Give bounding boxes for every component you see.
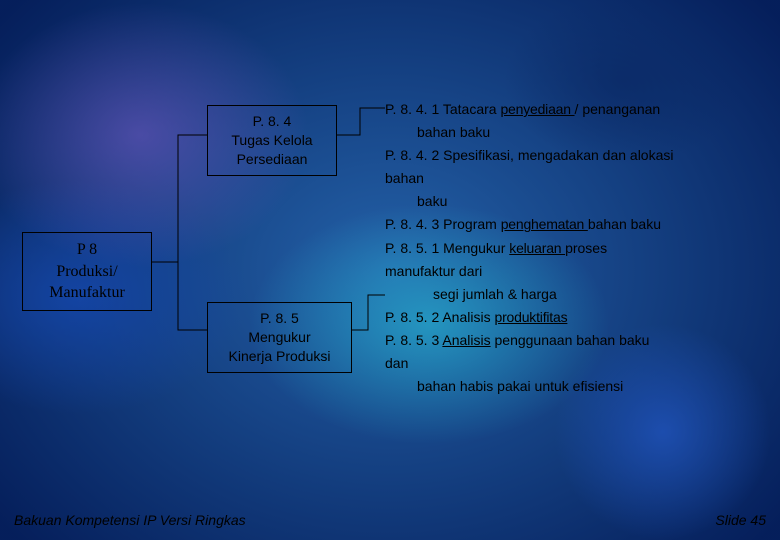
node-p8-line1: P 8	[31, 239, 143, 261]
detail-row: dan	[385, 352, 765, 375]
t: proses	[565, 240, 607, 256]
t-u: produktifitas	[494, 309, 567, 325]
detail-row: P. 8. 5. 3 Analisis penggunaan bahan bak…	[385, 329, 765, 352]
t: P. 8. 4. 1 Tatacara	[385, 101, 500, 117]
node-p84: P. 8. 4 Tugas Kelola Persediaan	[207, 105, 337, 176]
node-p84-line3: Persediaan	[216, 150, 328, 169]
node-p85-line2: Mengukur	[216, 328, 343, 347]
node-p8-line2: Produksi/	[31, 261, 143, 283]
t: P. 8. 4. 3 Program	[385, 216, 501, 232]
detail-row: bahan habis pakai untuk efisiensi	[385, 375, 765, 398]
node-p85-line1: P. 8. 5	[216, 309, 343, 328]
t: bahan baku	[588, 216, 661, 232]
detail-row: segi jumlah & harga	[385, 283, 765, 306]
detail-row: bahan baku	[385, 121, 765, 144]
detail-row: baku	[385, 190, 765, 213]
node-p8-line3: Manufaktur	[31, 282, 143, 304]
footer-left: Bakuan Kompetensi IP Versi Ringkas	[14, 512, 246, 528]
t-u: keluaran	[509, 240, 565, 256]
t-u: penghematan	[501, 216, 588, 232]
node-p85-line3: Kinerja Produksi	[216, 347, 343, 366]
t: penggunaan bahan baku	[491, 332, 650, 348]
t: P. 8. 5. 3	[385, 332, 442, 348]
t: P. 8. 5. 1 Mengukur	[385, 240, 509, 256]
detail-row: P. 8. 5. 1 Mengukur keluaran proses	[385, 237, 765, 260]
slide: P 8 Produksi/ Manufaktur P. 8. 4 Tugas K…	[0, 0, 780, 540]
node-p84-line1: P. 8. 4	[216, 112, 328, 131]
footer-right: Slide 45	[715, 512, 766, 528]
node-p85: P. 8. 5 Mengukur Kinerja Produksi	[207, 302, 352, 373]
detail-row: P. 8. 4. 2 Spesifikasi, mengadakan dan a…	[385, 144, 765, 167]
t: / penanganan	[575, 101, 661, 117]
detail-list: P. 8. 4. 1 Tatacara penyediaan / penanga…	[385, 98, 765, 398]
detail-row: bahan	[385, 167, 765, 190]
t: P. 8. 5. 2 Analisis	[385, 309, 494, 325]
detail-row: P. 8. 4. 1 Tatacara penyediaan / penanga…	[385, 98, 765, 121]
detail-row: P. 8. 5. 2 Analisis produktifitas	[385, 306, 765, 329]
node-p8-root: P 8 Produksi/ Manufaktur	[22, 232, 152, 311]
t-u: penyediaan	[500, 101, 574, 117]
detail-row: manufaktur dari	[385, 260, 765, 283]
t-u: Analisis	[442, 332, 490, 348]
node-p84-line2: Tugas Kelola	[216, 131, 328, 150]
detail-row: P. 8. 4. 3 Program penghematan bahan bak…	[385, 213, 765, 236]
